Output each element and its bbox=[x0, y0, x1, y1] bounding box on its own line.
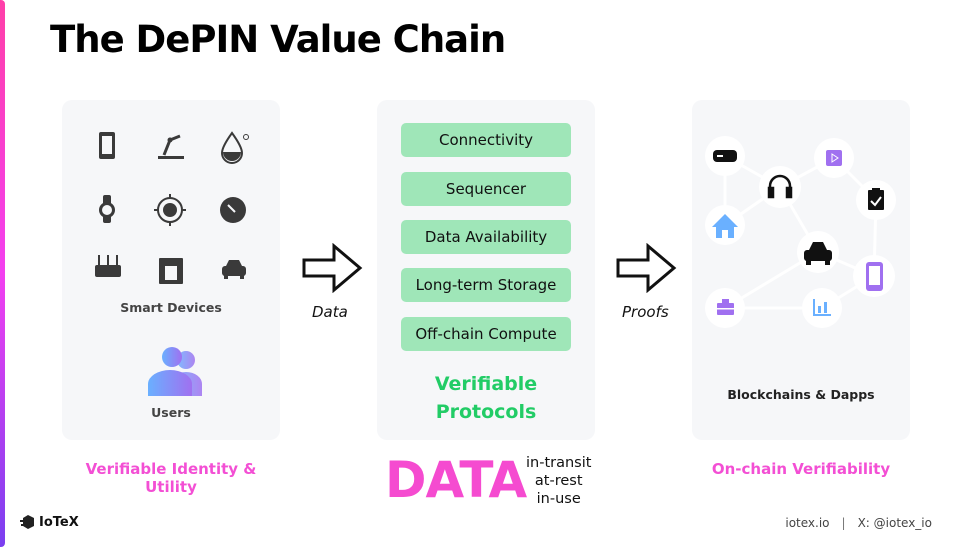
data-arrow-label: Data bbox=[312, 303, 348, 321]
play-icon bbox=[826, 150, 842, 166]
smartwatch-icon bbox=[99, 195, 115, 223]
blockchains-dapps-label: Blockchains & Dapps bbox=[727, 387, 875, 402]
bar-chart-icon bbox=[813, 299, 831, 316]
protocol-long-term-storage: Long-term Storage bbox=[401, 268, 571, 302]
state-in-use: in-use bbox=[536, 491, 581, 507]
website-link[interactable]: iotex.io bbox=[785, 516, 830, 530]
separator: | bbox=[841, 516, 846, 530]
protocol-off-chain-compute: Off-chain Compute bbox=[401, 317, 571, 351]
state-at-rest: at-rest bbox=[534, 473, 583, 489]
protocol-connectivity: Connectivity bbox=[401, 123, 571, 157]
smartphone-icon bbox=[866, 262, 883, 291]
briefcase-icon bbox=[717, 299, 734, 315]
heading-line: Verifiable bbox=[434, 373, 538, 395]
house-icon bbox=[712, 214, 738, 238]
gauge-icon bbox=[220, 197, 246, 223]
coffee-machine-icon bbox=[159, 258, 183, 284]
smart-devices-label: Smart Devices bbox=[120, 300, 222, 315]
protocol-data-availability: Data Availability bbox=[401, 220, 571, 254]
verifiability-caption: On-chain Verifiability bbox=[711, 460, 891, 478]
headphones-icon bbox=[767, 174, 793, 199]
smart-devices-panel: Smart Devices Users bbox=[62, 100, 280, 440]
accent-edge-bar bbox=[0, 0, 5, 547]
data-word: DATA bbox=[385, 451, 527, 509]
heading-line: Protocols bbox=[435, 401, 537, 423]
footer-links: iotex.io | X: @iotex_io bbox=[785, 516, 932, 530]
water-drop-icon bbox=[220, 131, 249, 164]
verifiable-protocols-panel: Connectivity Sequencer Data Availability… bbox=[377, 100, 595, 440]
users-label: Users bbox=[151, 405, 191, 420]
proofs-arrow-label: Proofs bbox=[622, 303, 669, 321]
arrow-right-icon bbox=[616, 243, 677, 293]
car-icon bbox=[222, 260, 246, 279]
smartphone-icon bbox=[99, 132, 115, 159]
verifiable-protocols-heading: Verifiable Protocols bbox=[377, 370, 595, 426]
protocol-sequencer: Sequencer bbox=[401, 172, 571, 206]
router-icon bbox=[95, 255, 121, 277]
gamepad-icon bbox=[713, 150, 737, 162]
robot-arm-icon bbox=[158, 134, 184, 159]
dapp-network bbox=[705, 136, 896, 328]
clipboard-check-icon bbox=[868, 188, 884, 210]
users-icon bbox=[148, 347, 202, 396]
target-icon bbox=[154, 194, 186, 226]
iotex-logo-icon bbox=[20, 515, 34, 529]
car-icon bbox=[804, 242, 832, 265]
iotex-logo: IoTeX bbox=[20, 514, 79, 530]
identity-caption: Verifiable Identity & Utility bbox=[85, 460, 257, 496]
blockchains-dapps-panel: Blockchains & Dapps bbox=[692, 100, 910, 440]
social-handle[interactable]: X: @iotex_io bbox=[857, 516, 932, 530]
arrow-right-icon bbox=[302, 243, 363, 293]
data-states: in-transit at-rest in-use bbox=[526, 454, 591, 508]
page-title: The DePIN Value Chain bbox=[50, 18, 506, 61]
device-icons bbox=[95, 131, 249, 396]
logo-text: IoTeX bbox=[39, 514, 79, 530]
state-in-transit: in-transit bbox=[526, 455, 592, 471]
